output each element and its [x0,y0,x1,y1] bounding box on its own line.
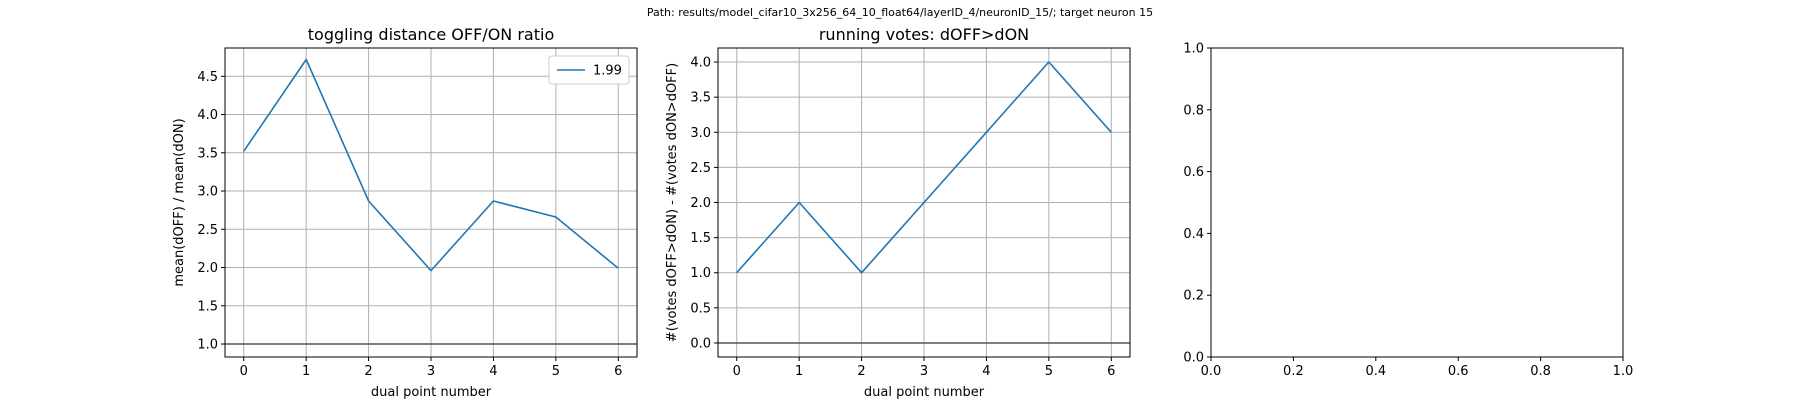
y-tick-label: 3.0 [690,126,711,141]
subplot-2: 0 1 2 3 4 5 6 0.0 0.5 1.0 1.5 2.0 2.5 3.0 3.5 4.0 runnin… [665,25,1131,400]
y-tick-label: 2.0 [197,261,218,276]
y-tick-label: 3.0 [197,185,218,200]
x-tick-label: 1.0 [1613,364,1634,379]
x-tick-label: 4 [489,364,497,379]
y-axis-label: mean(dOFF) / mean(dON) [172,118,187,286]
x-tick-label: 2 [857,364,865,379]
x-tick-label: 0.8 [1530,364,1551,379]
y-tick-label: 0.6 [1183,165,1204,180]
y-tick-label: 1.0 [690,266,711,281]
y-tick-label: 4.5 [197,70,218,85]
y-tick-label: 1.0 [1183,42,1204,57]
x-tick-label: 6 [614,364,622,379]
x-tick-label: 5 [552,364,560,379]
y-tick-label: 2.5 [690,161,711,176]
x-axis-label: dual point number [864,385,985,400]
y-tick-label: 0.2 [1183,289,1204,304]
y-tick-label: 1.5 [197,299,218,314]
series-line-1 [736,61,1112,274]
series-line-1 [243,58,619,272]
x-tick-label: 4 [982,364,990,379]
x-tick-label: 0.6 [1448,364,1469,379]
x-tick-label: 2 [364,364,372,379]
x-tick-label: 0.4 [1365,364,1386,379]
x-axis-label: dual point number [371,385,492,400]
subplot-1: 0 1 2 3 4 5 6 1.0 1.5 2.0 2.5 3.0 3.5 4.0 4.5 toggling … [172,25,638,400]
y-tick-label: 4.0 [690,56,711,71]
chart-title: toggling distance OFF/ON ratio [308,25,554,44]
x-tick-label: 3 [920,364,928,379]
y-tick-label: 0.0 [690,336,711,351]
x-tick-label: 1 [795,364,803,379]
y-tick-label: 2.0 [690,196,711,211]
y-tick-label: 1.5 [690,231,711,246]
y-tick-label: 0.5 [690,301,711,316]
y-tick-label: 0.8 [1183,103,1204,118]
figure-suptitle: Path: results/model_cifar10_3x256_64_10_… [646,6,1154,19]
x-tick-label: 0.0 [1201,364,1222,379]
x-tick-label: 1 [302,364,310,379]
axes-frame [1210,47,1624,358]
x-tick-label: 0 [240,364,248,379]
x-tick-label: 0 [733,364,741,379]
y-tick-label: 2.5 [197,223,218,238]
x-tick-label: 5 [1045,364,1053,379]
x-tick-label: 3 [427,364,435,379]
x-tick-label: 6 [1107,364,1115,379]
x-tick-label: 0.2 [1283,364,1304,379]
chart-title: running votes: dOFF>dON [819,25,1029,44]
y-tick-label: 3.5 [690,91,711,106]
y-tick-label: 1.0 [197,337,218,352]
y-tick-label: 4.0 [197,108,218,123]
legend-box [548,55,630,85]
y-tick-label: 3.5 [197,146,218,161]
y-tick-label: 0.4 [1183,227,1204,242]
subplot-3: 0.0 0.2 0.4 0.6 0.8 1.0 0.0 0.2 0.4 0.6 0.8 1.0 [1183,42,1633,380]
legend-label: 1.99 [593,64,622,79]
y-tick-label: 0.0 [1183,351,1204,366]
y-axis-label: #(votes dOFF>dON) - #(votes dON>dOFF) [665,63,680,342]
